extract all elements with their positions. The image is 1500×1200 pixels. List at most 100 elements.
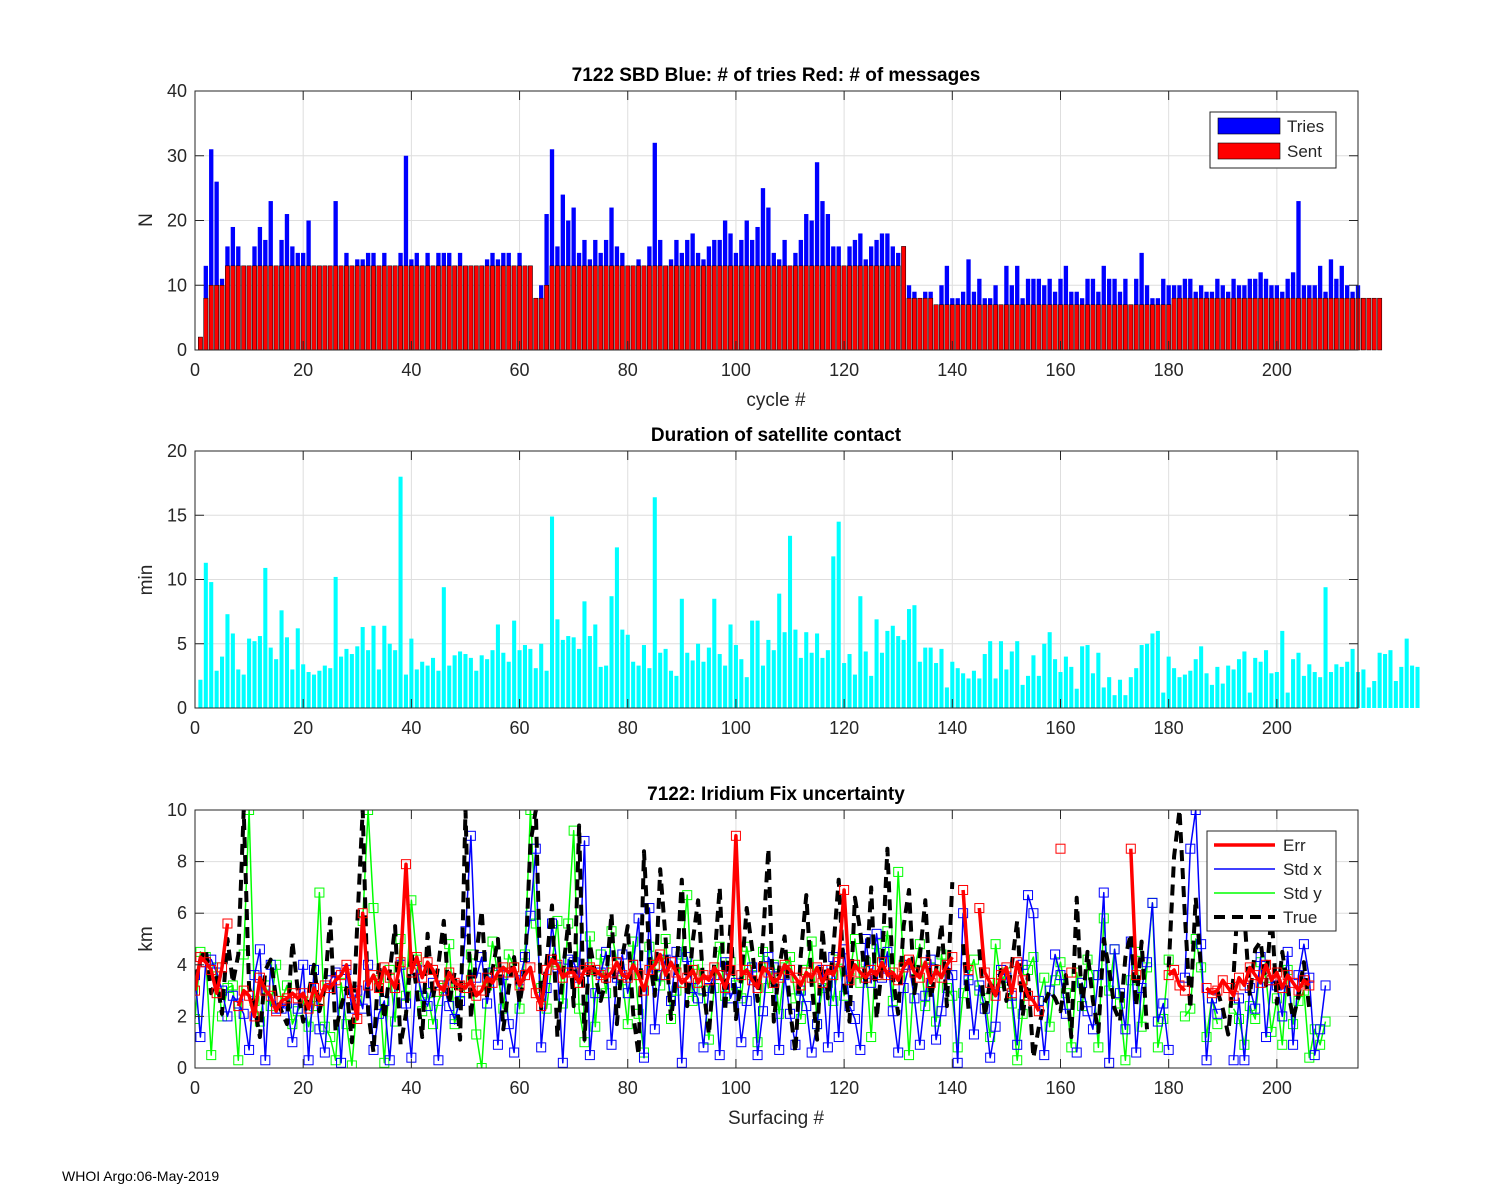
- axes-box: [194, 809, 1359, 1069]
- legend-label-tries: Tries: [1287, 117, 1324, 136]
- line-err-marker: [1261, 959, 1272, 970]
- bar-duration: [928, 647, 933, 708]
- line-stdy-marker: [428, 1019, 439, 1030]
- line-stdx-marker: [855, 1044, 866, 1055]
- legend-label-stdy: Std y: [1283, 884, 1322, 903]
- bar-tries: [403, 155, 409, 350]
- line-err-marker: [1288, 977, 1299, 988]
- line-stdy-marker: [1315, 1039, 1326, 1050]
- bar-duration: [501, 652, 506, 708]
- bar-duration: [495, 624, 500, 708]
- bar-duration: [901, 639, 906, 708]
- bar-duration: [263, 567, 268, 708]
- x-tick-label: 100: [721, 360, 751, 380]
- line-err-marker: [687, 964, 698, 975]
- bar-duration: [885, 630, 890, 708]
- y-tick-label: 5: [177, 634, 187, 654]
- line-stdx-marker: [1142, 957, 1153, 968]
- x-axis-label: Surfacing #: [728, 1108, 825, 1129]
- line-err-marker: [265, 990, 276, 1001]
- line-stdx-marker: [1320, 980, 1331, 991]
- y-tick-label: 40: [167, 81, 187, 101]
- line-err-marker: [747, 975, 758, 986]
- bar-sent: [1371, 297, 1377, 351]
- bar-duration: [441, 587, 446, 708]
- plot-area: [197, 142, 1383, 351]
- line-err-marker: [200, 957, 211, 968]
- line-err-marker: [422, 957, 433, 968]
- bar-sent: [1079, 304, 1085, 351]
- bar-duration: [1069, 666, 1074, 708]
- bar-duration: [1231, 669, 1236, 708]
- bar-duration: [1145, 643, 1150, 708]
- bar-duration: [961, 673, 966, 708]
- line-err-marker: [638, 985, 649, 996]
- bar-sent: [738, 265, 744, 351]
- duration-axes: 0 20 40 60 80 100 120 140 160 180 200 0 5 10 15 20 Dura…: [136, 425, 1420, 738]
- bar-sent: [1031, 304, 1036, 351]
- line-stdx-marker: [1071, 1047, 1082, 1058]
- line-stdx-marker: [801, 1001, 812, 1012]
- bar-duration: [544, 670, 549, 708]
- line-stdx-marker: [563, 954, 574, 965]
- x-tick-label: 20: [293, 718, 313, 738]
- line-err-marker: [249, 1011, 260, 1022]
- ticks: 0 20 40 60 80 100 120 140 160 180 200 0 2 4 6 8 10: [167, 800, 1358, 1098]
- x-tick-label: 200: [1262, 718, 1292, 738]
- bar-sent: [279, 265, 284, 351]
- bar-sent: [468, 265, 474, 351]
- line-stdx-marker: [925, 954, 936, 965]
- line-stdy-marker: [530, 918, 541, 929]
- bar-sent: [771, 265, 777, 351]
- line-stdy-marker: [222, 983, 233, 994]
- bar-sent: [901, 246, 907, 351]
- bar-sent: [571, 265, 577, 351]
- line-err-marker: [601, 972, 612, 983]
- chart-title: Duration of satellite contact: [651, 425, 902, 446]
- x-tick-label: 180: [1154, 1078, 1184, 1098]
- bar-sent: [197, 336, 203, 351]
- bar-duration: [333, 576, 338, 708]
- line-err-marker: [341, 959, 352, 970]
- line-err-marker: [254, 972, 265, 983]
- line-err-marker: [363, 980, 374, 991]
- bar-duration: [398, 476, 403, 708]
- line-err-marker: [428, 964, 439, 975]
- line-stdy-marker: [763, 983, 774, 994]
- bar-sent: [273, 265, 279, 351]
- bar-duration: [760, 665, 766, 708]
- line-stdy-marker: [1233, 1013, 1244, 1024]
- bar-sent: [841, 265, 847, 351]
- line-stdx-marker: [736, 1037, 747, 1048]
- line-err-marker: [871, 970, 882, 981]
- bar-duration: [777, 593, 782, 708]
- bar-duration: [198, 679, 203, 708]
- bar-sent: [765, 265, 771, 351]
- line-err-marker: [666, 957, 677, 968]
- bar-sent: [1101, 304, 1107, 351]
- line-stdx-marker: [303, 1055, 314, 1066]
- x-tick-label: 200: [1262, 360, 1292, 380]
- bar-sent: [327, 265, 333, 351]
- bar-duration: [425, 665, 430, 708]
- line-err-marker: [547, 954, 558, 965]
- line-err-marker: [530, 988, 541, 999]
- bar-duration: [1009, 651, 1014, 708]
- bar-duration: [1285, 692, 1290, 708]
- line-err-marker: [303, 1003, 314, 1014]
- line-err-marker: [330, 975, 341, 986]
- bar-sent: [527, 265, 533, 351]
- line-err-marker: [628, 959, 639, 970]
- line-stdx-marker: [222, 1011, 233, 1022]
- line-err-marker: [574, 977, 585, 988]
- bar-sent: [895, 265, 901, 351]
- bar-sent: [262, 265, 268, 351]
- line-err-marker: [584, 962, 595, 973]
- line-stdy-marker: [206, 1050, 217, 1061]
- bar-sent: [755, 265, 760, 351]
- line-err-marker: [779, 959, 790, 970]
- bar-sent: [452, 265, 458, 351]
- bar-duration: [1388, 650, 1393, 708]
- bar-sent: [863, 265, 869, 351]
- bar-sent: [1112, 304, 1117, 351]
